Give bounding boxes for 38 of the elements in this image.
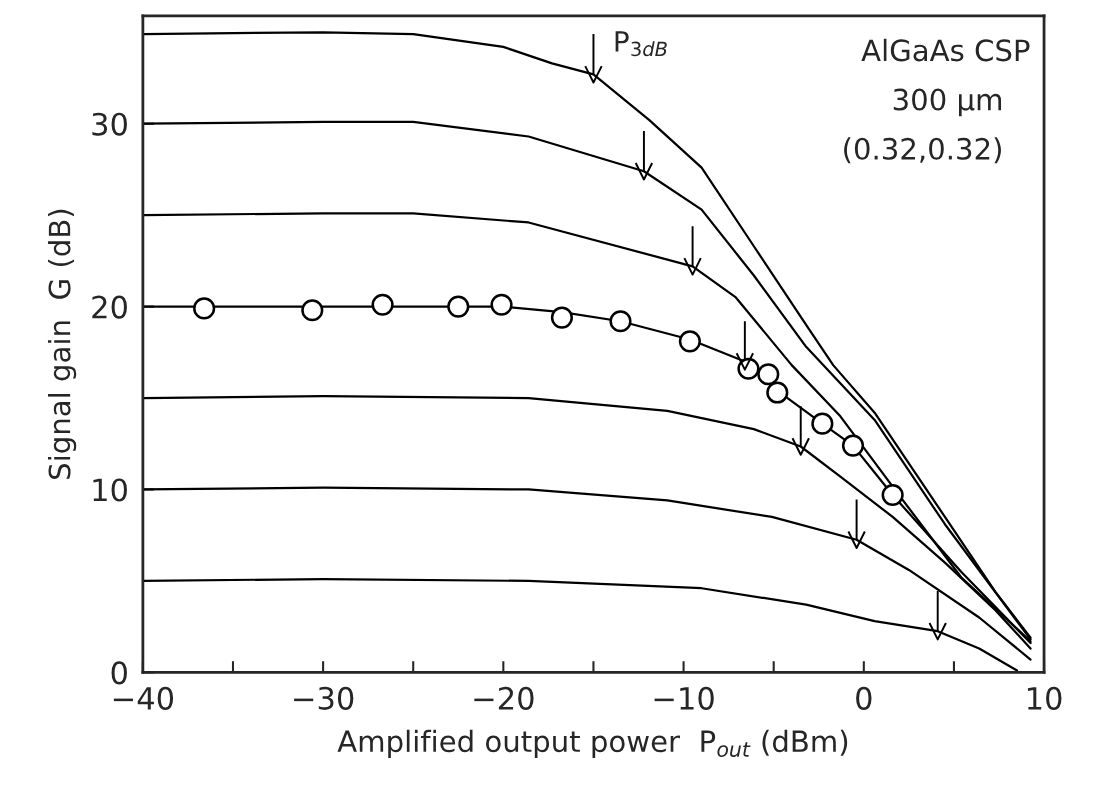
x-tick-label: −10 [654,686,714,710]
line-series [142,577,1019,672]
annotation: P$_{3dB}$ [615,31,667,57]
point [447,295,470,318]
point [634,162,654,181]
point [683,257,702,276]
point [735,352,755,371]
point [847,530,866,549]
point [371,293,394,316]
y-tick-label: 10 [93,478,127,502]
y-tick-label: 20 [92,295,127,319]
point [928,622,947,641]
point [609,310,632,333]
point [301,299,324,322]
point [550,306,573,329]
point [678,330,701,353]
x-axis-title: Amplified output power P$_{out}$ (dBm) [337,729,848,758]
point [766,381,789,404]
point [791,437,810,456]
y-axis-title: Signal gain G (dB) [47,209,77,479]
point [193,297,216,320]
point [757,363,780,386]
y-tick-label: 0 [111,661,127,685]
annotation: AlGaAs CSP [861,38,1030,62]
x-tick-label: −40 [113,686,174,710]
x-tick-label: 0 [856,686,872,710]
x-tick-label: 10 [1027,686,1062,710]
point [841,434,865,457]
annotation: 300 µm [893,88,1002,117]
x-tick-label: −30 [294,686,354,710]
point [811,412,834,435]
point [584,65,603,84]
line-series [142,486,1032,661]
annotation: (0.32,0.32) [844,137,1001,164]
x-tick-label: −20 [474,686,534,710]
point [490,293,513,316]
point [881,483,904,507]
y-tick-label: 30 [92,112,127,136]
